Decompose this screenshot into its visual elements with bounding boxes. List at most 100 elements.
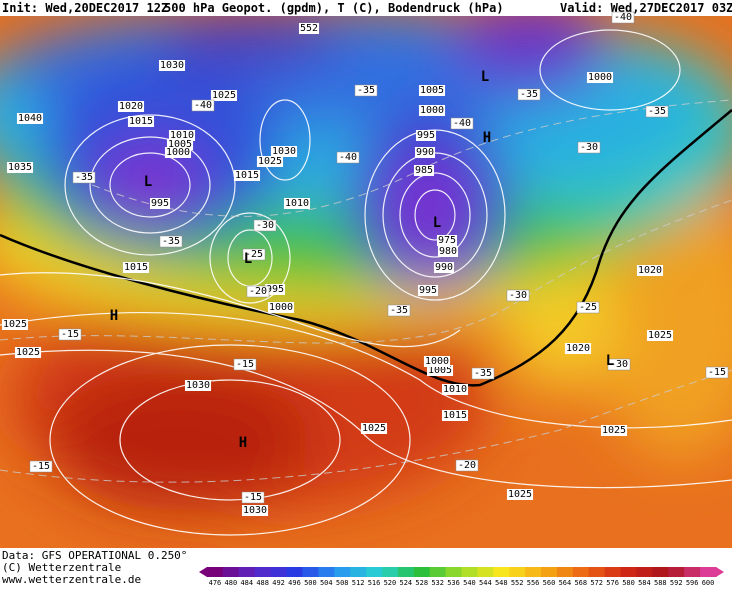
isobar-label: 1035 — [8, 162, 32, 173]
colorbar-label: 480 — [225, 579, 238, 587]
isobar-label: 1020 — [119, 101, 143, 112]
temperature-label: -15 — [61, 329, 79, 340]
isobar-label: 1010 — [285, 198, 309, 209]
colorbar-swatch — [588, 567, 606, 577]
colorbar-arrow — [199, 567, 207, 577]
colorbar-label: 516 — [368, 579, 381, 587]
label-box — [387, 304, 411, 317]
isobar-label: 990 — [416, 147, 434, 158]
label-box — [705, 366, 729, 379]
colorbar-swatch — [381, 567, 399, 577]
label-box — [437, 246, 459, 257]
temperature-label: -15 — [244, 492, 262, 503]
isobar-label: 985 — [415, 165, 433, 176]
temperature-label: -35 — [474, 368, 492, 379]
label-box — [413, 165, 435, 176]
colorbar-swatch — [509, 567, 526, 577]
isobar-label: 995 — [417, 130, 435, 141]
colorbar-swatch — [429, 567, 447, 577]
label-box — [471, 367, 495, 380]
colorbar-swatch — [207, 567, 224, 577]
label-box — [149, 198, 171, 209]
label-box — [414, 147, 436, 158]
temperature-label: -30 — [256, 220, 274, 231]
colorbar-label: 584 — [638, 579, 651, 587]
colorbar-swatch — [366, 567, 383, 577]
colorbar-label: 568 — [574, 579, 587, 587]
temperature-label: -40 — [614, 12, 632, 23]
label-box — [283, 198, 311, 209]
temperature-label: -35 — [75, 172, 93, 183]
colorbar-swatch — [668, 567, 685, 577]
isobar-label: 1000 — [420, 105, 444, 116]
isobar-label: 1015 — [443, 410, 467, 421]
colorbar-label: 548 — [495, 579, 508, 587]
temperature-label: -35 — [162, 236, 180, 247]
label-box — [164, 147, 192, 158]
label-box — [159, 235, 183, 248]
colorbar-label: 580 — [622, 579, 635, 587]
temperature-label: -15 — [708, 367, 726, 378]
colorbar-label: 572 — [590, 579, 603, 587]
colorbar-label: 552 — [511, 579, 524, 587]
colorbar-label: 576 — [606, 579, 619, 587]
label-box — [1, 319, 29, 330]
isobar-label: 995 — [266, 284, 284, 295]
label-box — [611, 11, 635, 24]
pressure-center: L — [606, 353, 614, 369]
isobar-label: 1025 — [258, 156, 282, 167]
colorbar-swatch — [254, 567, 272, 577]
isobar-label: 1025 — [362, 423, 386, 434]
colorbar-label: 564 — [559, 579, 572, 587]
label-box — [336, 151, 360, 164]
label-box — [158, 60, 186, 71]
label-box — [117, 101, 145, 112]
temperature-label: -15 — [236, 359, 254, 370]
pressure-center: H — [110, 308, 118, 324]
label-box — [517, 88, 541, 101]
colorbar-label: 560 — [543, 579, 556, 587]
label-box — [564, 343, 592, 354]
isobar-label: 1020 — [638, 265, 662, 276]
colorbar-swatch — [620, 567, 637, 577]
isobar-label: 1015 — [235, 170, 259, 181]
isobar-label: 1015 — [129, 116, 153, 127]
label-box — [576, 301, 600, 314]
isobar-label: 1025 — [3, 319, 27, 330]
isobar-label: 1030 — [243, 505, 267, 516]
isobar-label: 1000 — [588, 72, 612, 83]
label-box — [267, 302, 295, 313]
label-box — [418, 105, 446, 116]
colorbar-swatch — [636, 567, 653, 577]
label-box — [233, 170, 261, 181]
colorbar-arrow — [716, 567, 724, 577]
label-box — [184, 380, 212, 391]
colorbar-label: 588 — [654, 579, 667, 587]
isobar-label: 1005 — [428, 365, 452, 376]
isobar-label: 1030 — [186, 380, 210, 391]
label-box — [506, 289, 530, 302]
temperature-label: -30 — [509, 290, 527, 301]
label-box — [210, 90, 238, 101]
init-time: Init: Wed,20DEC2017 12Z — [2, 1, 168, 15]
label-box — [577, 141, 601, 154]
label-box — [256, 156, 284, 167]
colorbar-swatch — [604, 567, 622, 577]
label-box — [191, 99, 215, 112]
website: www.wetterzentrale.de — [2, 573, 141, 586]
label-box — [360, 423, 388, 434]
label-box — [354, 84, 378, 97]
temperature-label: -25 — [579, 302, 597, 313]
pressure-center: L — [144, 174, 152, 190]
colorbar-swatch — [286, 567, 303, 577]
pressure-center: L — [244, 251, 252, 267]
colorbar-label: 476 — [209, 579, 222, 587]
isobar-label: 1010 — [443, 384, 467, 395]
label-box — [264, 284, 286, 295]
label-box — [14, 347, 42, 358]
colorbar-label: 524 — [400, 579, 413, 587]
colorbar-label: 508 — [336, 579, 349, 587]
pressure-center: H — [483, 130, 491, 146]
label-box — [646, 330, 674, 341]
isobar-label: 1000 — [425, 356, 449, 367]
